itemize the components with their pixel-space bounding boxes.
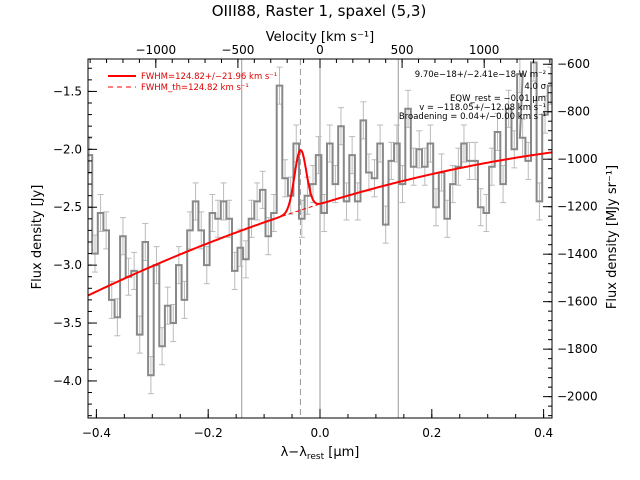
annotation-flux: 9.70e−18+/−2.41e−18 W m⁻² <box>415 70 546 80</box>
plot-inner <box>88 59 552 418</box>
top-tick-label: −500 <box>221 43 254 57</box>
annotation-sigma: 4.0 σ <box>524 82 546 92</box>
y-axis-right-label: Flux density [MJy sr⁻¹] <box>605 165 620 309</box>
x-axis-label: λ−λrest [μm] <box>281 445 360 462</box>
right-tick-label: −2000 <box>557 390 598 404</box>
right-tick-label: −800 <box>557 105 590 119</box>
x-tick-label: −0.2 <box>194 426 223 440</box>
right-tick-label: −1600 <box>557 295 598 309</box>
annotation-broadening: Broadening = 0.04+/−0.00 km s⁻¹ <box>399 112 546 122</box>
x-tick-label: 0.4 <box>534 426 553 440</box>
x-axis-label-subscript: rest <box>307 452 325 462</box>
chart-title: OIII88, Raster 1, spaxel (5,3) <box>212 2 427 20</box>
y-tick-label: −4.0 <box>53 374 82 388</box>
fit-line <box>88 148 552 297</box>
axes: −0.4 −0.2 0.0 0.2 0.4 −1000 −500 0 500 1000 −4.0 −3… <box>53 43 598 440</box>
y-axis-label: Flux density [Jy] <box>30 185 45 290</box>
right-tick-label: −1800 <box>557 342 598 356</box>
x-tick-label: 0.2 <box>422 426 441 440</box>
top-axis-title: Velocity [km s⁻¹] <box>266 30 374 45</box>
y-tick-label: −2.5 <box>53 200 82 214</box>
data-histogram <box>88 61 552 377</box>
y-tick-label: −1.5 <box>53 84 82 98</box>
plot-area <box>88 59 552 418</box>
top-tick-label: 0 <box>316 43 324 57</box>
x-tick-label: −0.4 <box>82 426 111 440</box>
legend-label-fwhm-th: FWHM_th=124.82 km s⁻¹ <box>141 83 249 93</box>
annotations: 9.70e−18+/−2.41e−18 W m⁻² 4.0 σ EQW_rest… <box>399 70 547 122</box>
top-axis-label: Velocity [km s⁻¹] <box>266 30 374 45</box>
y-tick-label: −3.0 <box>53 258 82 272</box>
top-tick-label: 500 <box>391 43 414 57</box>
y-tick-label: −3.5 <box>53 316 82 330</box>
y-tick-label: −2.0 <box>53 142 82 156</box>
legend-label-fwhm: FWHM=124.82+/−21.96 km s⁻¹ <box>141 72 277 82</box>
annotation-velocity: v = −118.05+/−12.08 km s⁻¹ <box>419 103 546 113</box>
x-tick-label: 0.0 <box>310 426 329 440</box>
legend: FWHM=124.82+/−21.96 km s⁻¹ FWHM_th=124.8… <box>108 72 277 93</box>
top-tick-label: 1000 <box>469 43 500 57</box>
right-tick-label: −1400 <box>557 247 598 261</box>
right-tick-label: −1200 <box>557 200 598 214</box>
annotation-eqw: EQW_rest = −0.01 μm <box>450 94 546 104</box>
right-tick-label: −1000 <box>557 152 598 166</box>
right-tick-label: −600 <box>557 57 590 71</box>
top-tick-label: −1000 <box>136 43 177 57</box>
